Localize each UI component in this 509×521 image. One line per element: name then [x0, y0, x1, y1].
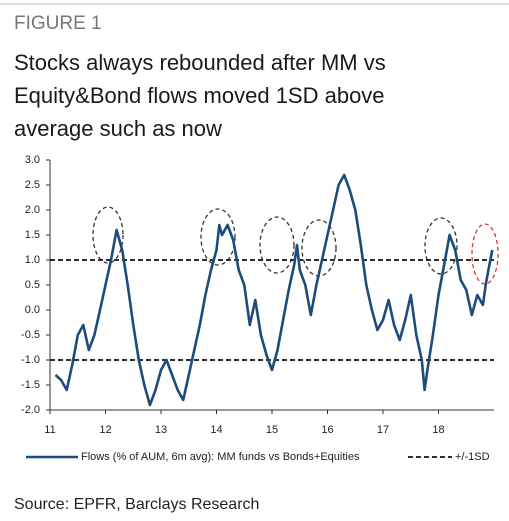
y-tick-label: 3.0 [25, 154, 40, 166]
y-tick-label: 0.0 [25, 304, 40, 316]
title-line: Stocks always rebounded after MM vs [14, 50, 386, 75]
y-tick-label: 2.5 [25, 179, 40, 191]
y-tick-label: 1.5 [25, 229, 40, 241]
highlight-circle [259, 216, 295, 274]
x-tick-label: 11 [44, 424, 55, 436]
title-line: Equity&Bond flows moved 1SD above [14, 83, 385, 108]
x-tick-label: 18 [432, 424, 444, 436]
x-tick-label: 15 [266, 424, 278, 436]
source: Source: EPFR, Barclays Research [14, 496, 259, 513]
y-tick-label: 1.0 [25, 254, 40, 266]
x-tick-label: 14 [210, 424, 222, 436]
title-line: average such as now [14, 116, 222, 141]
y-tick-label: -1.0 [21, 354, 40, 366]
y-tick-label: 0.5 [25, 279, 40, 291]
x-tick-label: 12 [99, 424, 111, 436]
legend-label: +/-1SD [455, 451, 490, 463]
highlight-circle [471, 223, 499, 285]
y-tick-label: 2.0 [25, 204, 40, 216]
figure-label: FIGURE 1 [14, 13, 102, 34]
highlight-circle [92, 206, 124, 264]
annotations [92, 206, 499, 285]
series-line [54, 173, 494, 407]
highlight-circle [424, 217, 458, 275]
x-tick-label: 13 [155, 424, 167, 436]
x-tick-label: 17 [377, 424, 389, 436]
legend-label: Flows (% of AUM, 6m avg): MM funds vs Bo… [81, 451, 360, 463]
y-tick-label: -1.5 [21, 379, 40, 391]
highlight-circle [200, 208, 236, 266]
y-tick-label: -2.0 [21, 404, 40, 416]
y-tick-label: -0.5 [21, 329, 40, 341]
x-tick-label: 16 [321, 424, 333, 436]
